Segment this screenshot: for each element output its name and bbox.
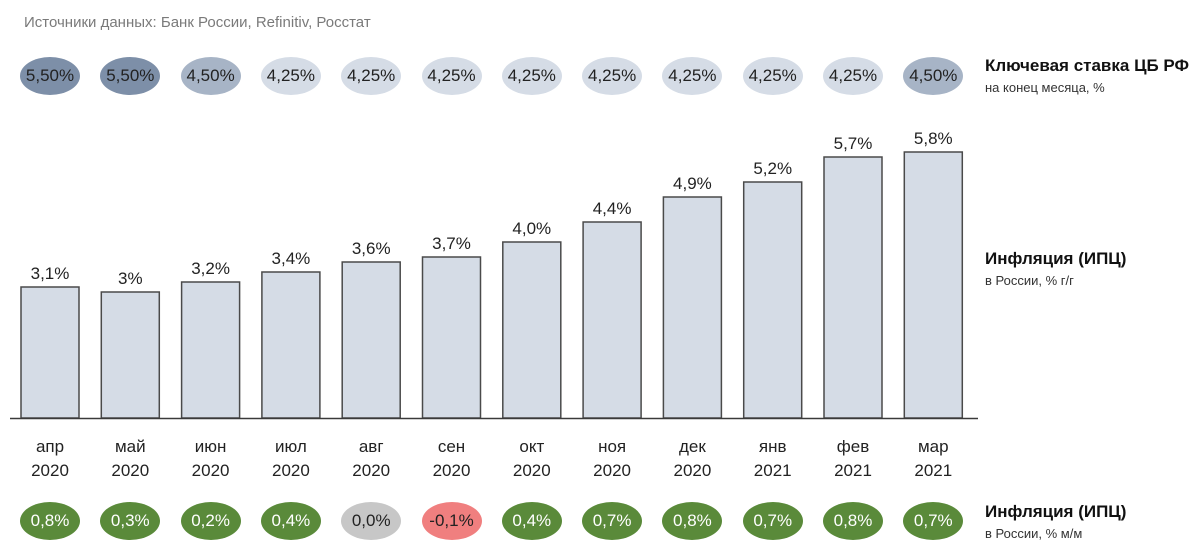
bar-data-label: 3,1% (31, 264, 70, 283)
x-tick-label: 2020 (593, 461, 631, 480)
key-rate-pill: 4,50% (180, 57, 241, 95)
key-rate-pill: 4,25% (341, 57, 402, 95)
key-rate-pill: 4,25% (260, 57, 321, 95)
x-tick-label: дек (679, 437, 706, 456)
x-tick-label: 2020 (433, 461, 471, 480)
x-tick-label: 2020 (352, 461, 390, 480)
inflation-yoy-title: Инфляция (ИПЦ) (985, 249, 1127, 268)
inflation-mom-pill: 0,4% (501, 502, 562, 540)
x-tick-label: 2020 (31, 461, 69, 480)
bar-data-label: 3,6% (352, 239, 391, 258)
bar-data-label: 3% (118, 269, 143, 288)
inflation-yoy-subtitle: в России, % г/г (985, 273, 1074, 288)
key-rate-pill: 4,25% (421, 57, 482, 95)
inflation-mom-pill: 0,7% (742, 502, 803, 540)
bar (502, 241, 562, 419)
inflation-mom-pill: 0,3% (100, 502, 161, 540)
inflation-mom-pill: 0,2% (180, 502, 241, 540)
key-rate-pill: 4,50% (903, 57, 964, 95)
x-tick-label: окт (519, 437, 544, 456)
x-tick-label: мар (918, 437, 949, 456)
bar-data-label: 4,0% (512, 219, 551, 238)
inflation-mom-pill: 0,0% (341, 502, 402, 540)
inflation-mom-pill: 0,7% (582, 502, 643, 540)
bar-data-label: 4,4% (593, 199, 632, 218)
inflation-mom-pill: -0,1% (421, 502, 482, 540)
bar-data-label: 3,4% (272, 249, 311, 268)
x-tick-label: 2020 (673, 461, 711, 480)
x-tick-label: 2021 (754, 461, 792, 480)
bar (903, 151, 964, 419)
inflation-mom-subtitle: в России, % м/м (985, 526, 1083, 541)
x-tick-label: фев (837, 437, 869, 456)
key-rate-pill: 5,50% (20, 57, 80, 95)
x-tick-label: июл (275, 437, 307, 456)
bar (180, 281, 241, 419)
inflation-mom-title: Инфляция (ИПЦ) (985, 502, 1127, 521)
bar-data-label: 3,7% (432, 234, 471, 253)
x-tick-label: 2020 (192, 461, 230, 480)
bar (823, 156, 883, 419)
inflation-mom-pill: 0,8% (20, 502, 80, 540)
x-tick-label: апр (36, 437, 64, 456)
inflation-mom-pill: 0,8% (823, 502, 883, 540)
key-rate-subtitle: на конец месяца, % (985, 80, 1105, 95)
inflation-mom-pill: 0,8% (662, 502, 723, 540)
bar (582, 221, 642, 419)
bar-data-label: 5,7% (834, 134, 873, 153)
key-rate-pill: 4,25% (823, 57, 883, 95)
x-tick-label: авг (359, 437, 384, 456)
x-tick-label: сен (438, 437, 465, 456)
inflation-yoy-bar-chart: 3,1% апр 2020 3% май 2020 3,2% июн 2020 3,4% июл 20… (10, 129, 978, 480)
key-rate-pill: 5,50% (100, 57, 161, 95)
x-tick-label: 2020 (272, 461, 310, 480)
source-note: Источники данных: Банк России, Refinitiv… (24, 14, 371, 31)
bar (341, 261, 401, 419)
x-tick-label: ноя (598, 437, 626, 456)
bar-data-label: 3,2% (191, 259, 230, 278)
bar (662, 196, 723, 419)
x-tick-label: 2020 (111, 461, 149, 480)
bar-data-label: 5,2% (753, 159, 792, 178)
bar (421, 256, 482, 419)
bar (20, 286, 80, 419)
bar-data-label: 5,8% (914, 129, 953, 148)
x-tick-label: 2021 (914, 461, 952, 480)
key-rate-pill: 4,25% (742, 57, 803, 95)
key-rate-title: Ключевая ставка ЦБ РФ (985, 56, 1190, 75)
x-tick-label: май (115, 437, 146, 456)
bar (100, 291, 161, 419)
key-rate-pill: 4,25% (582, 57, 643, 95)
key-rate-pill: 4,25% (662, 57, 723, 95)
bar-data-label: 4,9% (673, 174, 712, 193)
x-tick-label: 2021 (834, 461, 872, 480)
bar (261, 271, 321, 419)
inflation-mom-pill: 0,4% (260, 502, 321, 540)
key-rate-pill: 4,25% (501, 57, 562, 95)
x-tick-label: 2020 (513, 461, 551, 480)
inflation-mom-pill: 0,7% (903, 502, 964, 540)
x-tick-label: янв (759, 437, 787, 456)
bar (742, 181, 803, 419)
x-tick-label: июн (195, 437, 227, 456)
